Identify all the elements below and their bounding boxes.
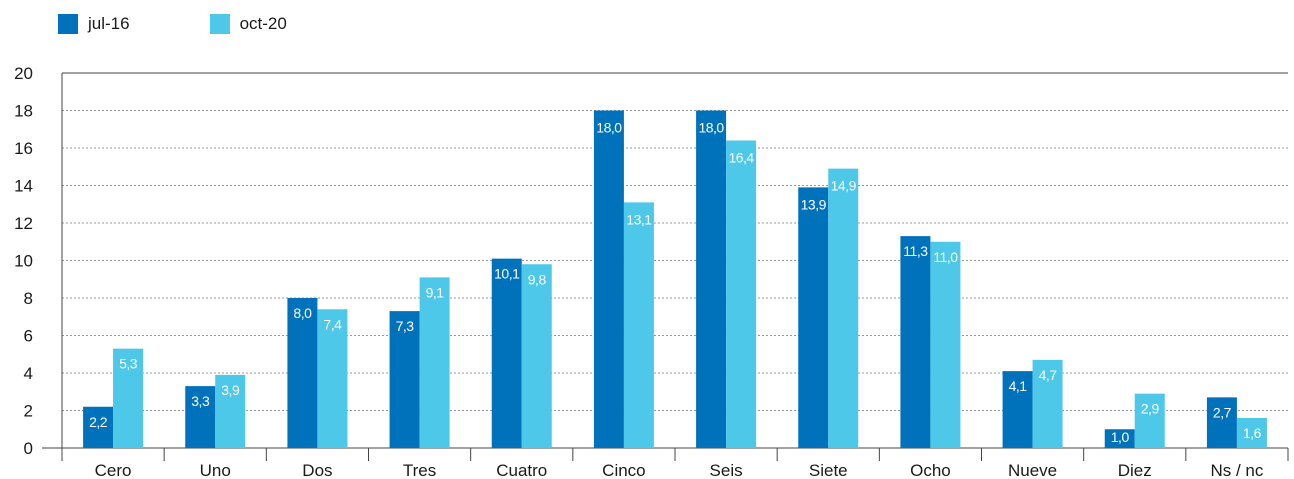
bar-jul-16-3 bbox=[389, 311, 420, 448]
data-label-oct-20-2: 7,4 bbox=[323, 316, 342, 332]
data-label-oct-20-7: 14,9 bbox=[831, 178, 857, 194]
y-tick-label-16: 16 bbox=[14, 139, 33, 158]
data-label-oct-20-5: 13,1 bbox=[626, 211, 652, 227]
y-tick-label-8: 8 bbox=[24, 289, 33, 308]
x-tick-label-dos: Dos bbox=[302, 461, 332, 479]
data-label-jul-16-1: 3,3 bbox=[191, 393, 210, 409]
bar-jul-16-10 bbox=[1104, 429, 1135, 448]
data-label-oct-20-1: 3,9 bbox=[221, 382, 240, 398]
data-label-oct-20-8: 11,0 bbox=[933, 249, 958, 265]
data-label-oct-20-3: 9,1 bbox=[426, 284, 445, 300]
y-tick-label-2: 2 bbox=[24, 402, 33, 421]
bar-oct-20-9 bbox=[1032, 359, 1063, 448]
y-tick-label-10: 10 bbox=[14, 252, 33, 271]
legend-label-oct-20: oct-20 bbox=[239, 14, 287, 33]
x-tick-label-cero: Cero bbox=[95, 461, 132, 479]
bar-jul-16-0 bbox=[83, 406, 114, 448]
bar-oct-20-6 bbox=[726, 140, 757, 448]
data-label-oct-20-9: 4,7 bbox=[1039, 367, 1058, 383]
bar-oct-20-1 bbox=[215, 374, 246, 448]
legend: jul-16 oct-20 bbox=[58, 14, 367, 34]
x-tick-label-ocho: Ocho bbox=[910, 461, 951, 479]
bar-jul-16-4 bbox=[491, 258, 522, 448]
data-label-jul-16-2: 8,0 bbox=[293, 305, 312, 321]
data-label-oct-20-0: 5,3 bbox=[119, 356, 138, 372]
y-tick-label-0: 0 bbox=[24, 439, 33, 458]
x-tick-label-diez: Diez bbox=[1118, 461, 1152, 479]
bar-oct-20-4 bbox=[521, 264, 552, 448]
x-tick-label-tres: Tres bbox=[403, 461, 436, 479]
y-tick-label-14: 14 bbox=[14, 177, 33, 196]
data-label-jul-16-6: 18,0 bbox=[698, 120, 724, 136]
y-tick-label-12: 12 bbox=[14, 214, 33, 233]
x-tick-label-cuatro: Cuatro bbox=[496, 461, 547, 479]
y-tick-label-4: 4 bbox=[24, 364, 33, 383]
data-label-oct-20-10: 2,9 bbox=[1141, 401, 1160, 417]
bar-jul-16-1 bbox=[185, 386, 216, 448]
y-tick-label-18: 18 bbox=[14, 102, 33, 121]
bar-oct-20-0 bbox=[113, 348, 144, 448]
data-label-jul-16-10: 1,0 bbox=[1111, 429, 1130, 445]
bar-oct-20-7 bbox=[828, 168, 859, 448]
x-tick-label-ns-nc: Ns / nc bbox=[1210, 461, 1263, 479]
data-label-oct-20-6: 16,4 bbox=[728, 150, 754, 166]
y-tick-label-20: 20 bbox=[14, 64, 33, 83]
y-tick-label-6: 6 bbox=[24, 327, 33, 346]
data-label-jul-16-3: 7,3 bbox=[396, 318, 415, 334]
bar-jul-16-5 bbox=[593, 110, 624, 448]
data-label-oct-20-4: 9,8 bbox=[528, 271, 547, 287]
bar-oct-20-10 bbox=[1134, 393, 1165, 448]
x-tick-label-uno: Uno bbox=[200, 461, 231, 479]
legend-item-jul-16: jul-16 bbox=[58, 14, 130, 34]
data-label-jul-16-5: 18,0 bbox=[596, 120, 622, 136]
data-label-jul-16-4: 10,1 bbox=[494, 266, 520, 282]
x-tick-label-nueve: Nueve bbox=[1008, 461, 1057, 479]
legend-swatch-jul-16 bbox=[58, 14, 78, 34]
data-label-jul-16-8: 11,3 bbox=[903, 243, 928, 259]
data-label-jul-16-11: 2,7 bbox=[1213, 404, 1232, 420]
bar-oct-20-3 bbox=[419, 277, 450, 448]
bar-jul-16-11 bbox=[1206, 397, 1237, 448]
data-label-jul-16-0: 2,2 bbox=[89, 414, 108, 430]
data-label-jul-16-9: 4,1 bbox=[1009, 378, 1028, 394]
data-label-oct-20-11: 1,6 bbox=[1243, 425, 1262, 441]
bar-oct-20-5 bbox=[623, 202, 654, 448]
bar-jul-16-7 bbox=[798, 187, 829, 448]
bar-oct-20-8 bbox=[930, 241, 961, 448]
bar-oct-20-11 bbox=[1236, 418, 1267, 448]
x-tick-label-cinco: Cinco bbox=[602, 461, 645, 479]
legend-swatch-oct-20 bbox=[209, 14, 230, 34]
data-label-jul-16-7: 13,9 bbox=[801, 196, 827, 212]
legend-label-jul-16: jul-16 bbox=[88, 14, 130, 33]
bar-jul-16-6 bbox=[696, 110, 727, 448]
legend-item-oct-20: oct-20 bbox=[209, 14, 287, 34]
bar-oct-20-2 bbox=[317, 309, 348, 448]
bar-jul-16-8 bbox=[900, 236, 931, 448]
bar-jul-16-9 bbox=[1002, 371, 1033, 448]
x-tick-label-seis: Seis bbox=[710, 461, 743, 479]
bar-jul-16-2 bbox=[287, 298, 318, 448]
x-tick-label-siete: Siete bbox=[809, 461, 848, 479]
